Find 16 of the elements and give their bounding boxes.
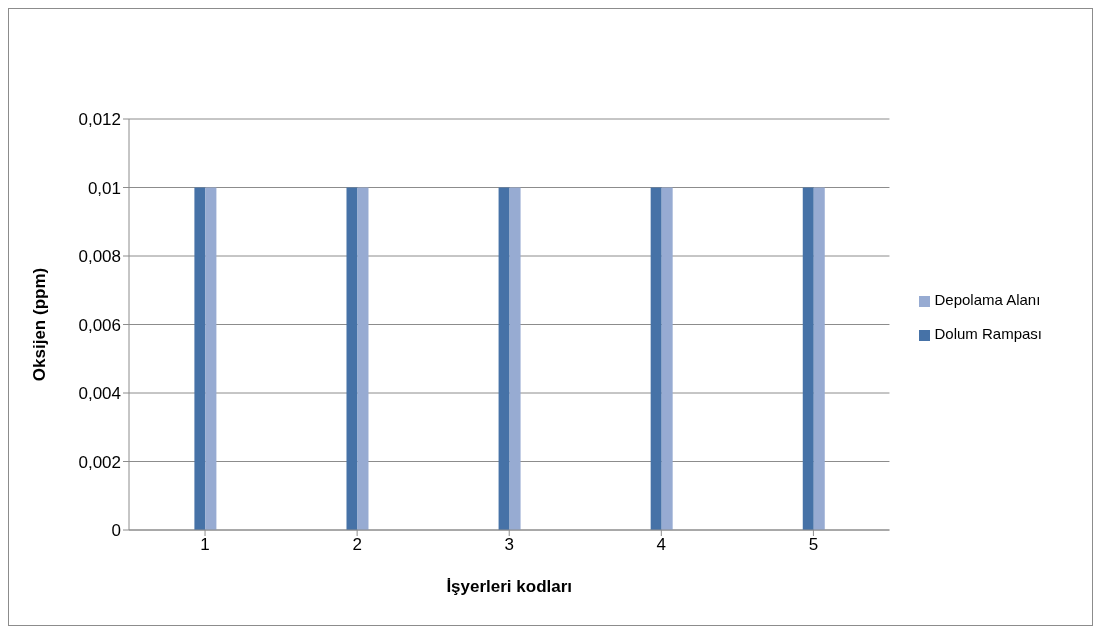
y-tick-label: 0,008 <box>78 247 121 267</box>
y-tick-label: 0,006 <box>78 315 121 335</box>
y-tick-label: 0,004 <box>78 384 121 404</box>
y-tick-label: 0,002 <box>78 452 121 472</box>
x-tick-label: 3 <box>504 535 514 555</box>
x-tick-label: 2 <box>352 535 362 555</box>
y-tick-label: 0 <box>111 521 121 541</box>
legend-label: Depolama Alanı <box>934 291 1041 308</box>
y-tick-label: 0,012 <box>78 110 121 130</box>
y-axis-title: Oksijen (ppm) <box>30 267 50 382</box>
x-tick-label: 1 <box>200 535 210 555</box>
x-tick-label: 4 <box>656 535 667 555</box>
x-axis-title: İşyerleri kodları <box>446 577 573 596</box>
x-tick-label: 5 <box>808 535 819 555</box>
y-tick-label: 0,01 <box>87 178 121 198</box>
legend-label: Dolum Rampası <box>934 325 1042 342</box>
